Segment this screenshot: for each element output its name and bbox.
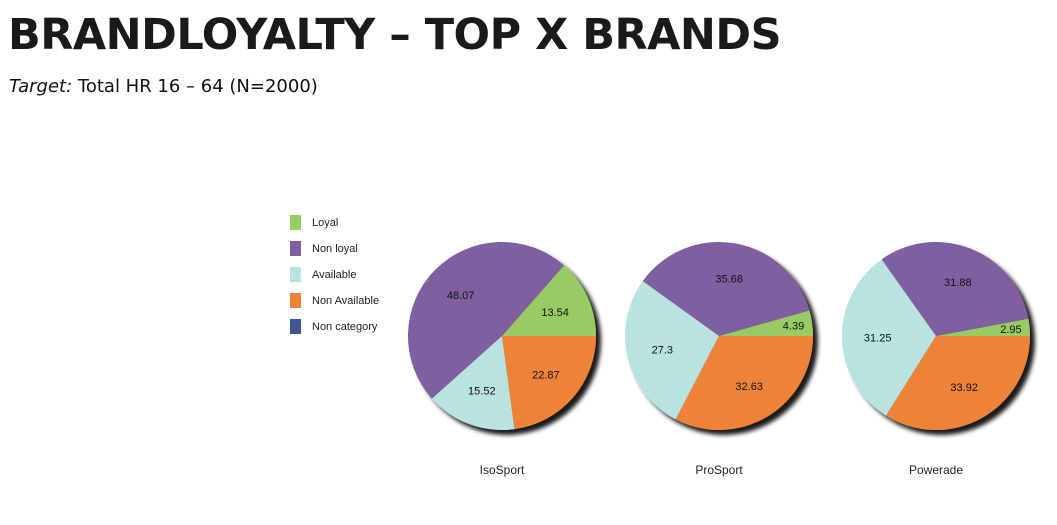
legend-swatch bbox=[290, 215, 301, 230]
pies: 13.54 48.07 15.52 22.87 IsoSport 4.39 35.68 27.… bbox=[407, 241, 1030, 477]
pie-slice-non-loyal bbox=[407, 241, 564, 399]
pie-chart-isosport: 13.54 48.07 15.52 22.87 IsoSport bbox=[407, 241, 596, 477]
pie-title: Powerade bbox=[909, 463, 963, 477]
pie-data-label-loyal: 2.95 bbox=[1000, 324, 1021, 336]
legend-label: Available bbox=[312, 269, 356, 281]
legend-label: Non category bbox=[312, 321, 378, 333]
legend-item-loyal: Loyal bbox=[290, 215, 338, 230]
pie-slices bbox=[624, 241, 813, 430]
pie-chart-prosport: 4.39 35.68 27.3 32.63 ProSport bbox=[624, 241, 813, 477]
pie-slice-available bbox=[841, 259, 936, 416]
pie-data-label-loyal: 13.54 bbox=[541, 307, 569, 319]
pie-slice-available bbox=[624, 281, 719, 420]
pie-data-label-loyal: 4.39 bbox=[783, 321, 804, 333]
pie-slice-loyal bbox=[719, 310, 813, 336]
pie-data-label-available: 15.52 bbox=[468, 386, 496, 398]
pie-chart-powerade: 2.95 31.88 31.25 33.92 Powerade bbox=[841, 242, 1030, 477]
pie-title: ProSport bbox=[695, 463, 743, 477]
pie-slice-available bbox=[431, 336, 515, 431]
legend-swatch bbox=[290, 241, 301, 256]
pie-slice-loyal bbox=[502, 265, 596, 336]
pie-data-label-non-loyal: 31.88 bbox=[944, 277, 972, 289]
pie-data-label-non-available: 32.63 bbox=[735, 381, 763, 393]
target-line: Target: Total HR 16 – 64 (N=2000) bbox=[9, 76, 318, 97]
pie-slice-non-loyal bbox=[881, 242, 1029, 336]
legend-item-non-loyal: Non loyal bbox=[290, 241, 358, 256]
pie-data-label-non-available: 22.87 bbox=[532, 369, 560, 381]
legend-item-non-category: Non category bbox=[290, 319, 378, 334]
target-label: Target: bbox=[9, 76, 73, 97]
pie-slices bbox=[407, 241, 596, 431]
pie-data-label-available: 31.25 bbox=[864, 333, 892, 345]
legend-label: Non loyal bbox=[312, 243, 358, 255]
legend-label: Loyal bbox=[312, 217, 338, 229]
pie-data-label-non-loyal: 35.68 bbox=[715, 274, 743, 286]
pie-data-label-non-available: 33.92 bbox=[950, 382, 978, 394]
pie-data-label-available: 27.3 bbox=[652, 345, 673, 357]
legend-swatch bbox=[290, 267, 301, 282]
legend-item-non-available: Non Available bbox=[290, 293, 379, 308]
pie-slice-loyal bbox=[936, 318, 1030, 336]
pie-slice-non-available bbox=[675, 336, 813, 430]
legend-item-available: Available bbox=[290, 267, 356, 282]
pie-slices bbox=[841, 242, 1030, 431]
page-title: BRANDLOYALTY – TOP X BRANDS bbox=[8, 10, 782, 60]
legend-label: Non Available bbox=[312, 295, 379, 307]
pie-slice-non-loyal bbox=[642, 241, 810, 336]
pie-title: IsoSport bbox=[480, 463, 525, 477]
chart-legend: Loyal Non loyal Available Non Available Non … bbox=[290, 215, 379, 334]
pie-slice-non-available bbox=[502, 336, 596, 430]
target-value: Total HR 16 – 64 (N=2000) bbox=[77, 76, 318, 97]
legend-swatch bbox=[290, 293, 301, 308]
legend-swatch bbox=[290, 319, 301, 334]
pie-data-label-non-loyal: 48.07 bbox=[447, 290, 475, 302]
pie-slice-non-available bbox=[886, 336, 1030, 431]
